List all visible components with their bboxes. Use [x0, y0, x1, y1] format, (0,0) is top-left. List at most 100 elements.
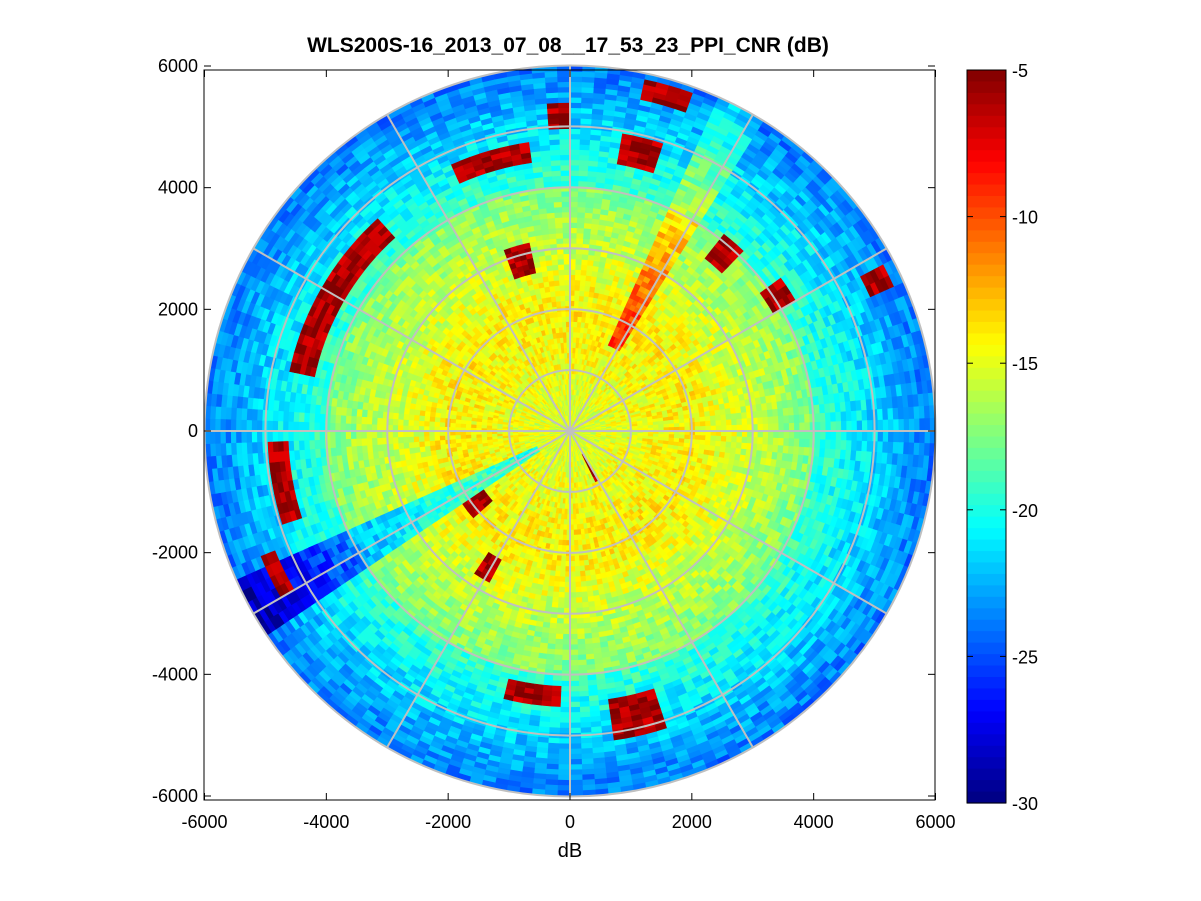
cnr-cell — [788, 415, 795, 424]
cnr-cell — [578, 180, 588, 187]
cnr-cell — [856, 430, 863, 442]
cnr-cell — [715, 420, 722, 427]
cnr-cell — [846, 420, 853, 432]
cnr-cell — [569, 154, 581, 161]
cnr-cell — [898, 419, 905, 432]
cnr-cell — [709, 440, 717, 447]
cnr-cell — [725, 441, 732, 449]
cnr-cell — [569, 128, 581, 135]
cnr-cell — [580, 269, 588, 276]
cnr-cell — [581, 91, 595, 99]
plot-area: -6000 -4000 -2000 0 2000 4000 6000600040002000… — [152, 56, 956, 832]
cnr-cell — [705, 435, 712, 442]
cnr-cell — [772, 416, 780, 425]
cnr-cell — [580, 102, 594, 109]
cnr-cell — [569, 164, 580, 171]
chart-title: WLS200S-16_2013_07_08__17_53_23_PPI_CNR … — [307, 34, 829, 57]
cnr-cell — [876, 408, 884, 421]
cnr-cell — [735, 412, 743, 420]
cnr-cell — [825, 430, 832, 441]
cnr-cell — [856, 440, 863, 452]
cnr-cell — [814, 439, 821, 449]
cnr-cell — [835, 439, 842, 451]
cnr-cell — [673, 434, 680, 439]
cnr-cell — [580, 264, 588, 271]
cnr-cell — [735, 442, 743, 450]
cnr-cell — [574, 289, 581, 297]
cnr-cell — [767, 423, 774, 432]
cnr-cell — [580, 112, 593, 120]
cnr-cell — [783, 415, 790, 424]
cnr-cell — [569, 91, 583, 98]
cnr-cell — [840, 440, 847, 451]
cnr-cell — [720, 419, 727, 427]
cnr-cell — [715, 435, 722, 442]
cnr-cell — [710, 420, 717, 427]
cnr-cell — [704, 411, 711, 418]
cnr-cell — [577, 206, 587, 213]
cnr-cell — [709, 415, 717, 422]
cnr-cell — [683, 418, 691, 424]
cnr-cell — [799, 430, 806, 440]
cnr-cell — [835, 430, 842, 441]
cnr-cell — [569, 81, 583, 88]
cnr-cell — [845, 411, 853, 422]
cnr-cell — [725, 436, 733, 443]
cnr-cell — [777, 415, 785, 425]
cnr-cell — [720, 441, 727, 448]
cnr-cell — [730, 441, 738, 449]
cnr-cell — [569, 107, 582, 114]
cnr-cell — [569, 206, 579, 213]
cnr-cell — [569, 211, 579, 218]
cnr-cell — [861, 409, 868, 422]
cnr-cell — [877, 419, 884, 432]
cnr-cell — [581, 81, 595, 89]
cnr-cell — [569, 65, 584, 72]
cnr-cell — [569, 102, 582, 109]
cnr-cell — [579, 144, 591, 151]
cnr-cell — [569, 232, 578, 239]
cnr-cell — [699, 435, 707, 441]
cnr-cell — [573, 321, 578, 328]
cnr-cell — [569, 143, 581, 150]
cnr-cell — [903, 418, 910, 432]
cnr-cell — [577, 190, 588, 198]
cnr-cell — [673, 419, 680, 425]
cnr-cell — [913, 442, 920, 456]
cnr-cell — [569, 133, 581, 140]
cnr-cell — [715, 414, 722, 422]
cnr-cell — [794, 422, 801, 432]
cnr-cell — [756, 443, 764, 452]
cnr-cell — [877, 430, 884, 443]
cnr-cell — [577, 196, 587, 203]
cnr-cell — [578, 159, 590, 167]
cnr-cell — [579, 290, 586, 297]
cnr-cell — [814, 421, 821, 432]
cnr-cell — [824, 439, 832, 450]
cnr-cell — [577, 201, 587, 208]
cnr-cell — [576, 216, 586, 224]
cnr-cell — [694, 421, 701, 427]
cnr-cell — [580, 128, 592, 135]
cnr-cell — [772, 444, 779, 454]
cnr-cell — [777, 437, 785, 447]
cnr-cell — [581, 97, 594, 104]
cnr-cell — [569, 201, 579, 208]
cnr-cell — [867, 430, 874, 442]
cnr-cell — [574, 300, 580, 307]
cnr-cell — [736, 418, 743, 426]
cnr-cell — [582, 238, 591, 245]
cnr-cell — [736, 436, 743, 444]
cnr-cell — [579, 149, 591, 156]
cnr-cell — [918, 405, 926, 420]
cnr-cell — [576, 232, 585, 239]
cnr-cell — [793, 414, 800, 424]
cnr-data-layer — [204, 65, 936, 797]
cnr-cell — [788, 422, 795, 432]
cnr-cell — [830, 439, 837, 450]
cnr-cell — [861, 420, 868, 432]
cnr-cell — [835, 421, 842, 432]
cnr-cell — [577, 211, 586, 219]
cnr-cell — [783, 438, 790, 447]
cnr-cell — [574, 279, 581, 286]
